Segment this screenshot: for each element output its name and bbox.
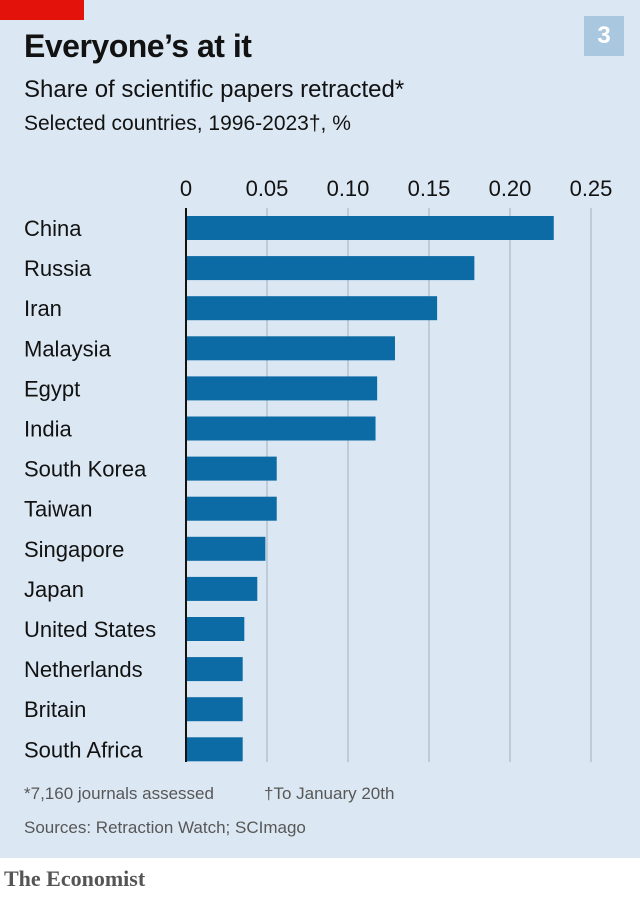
category-label: United States bbox=[24, 617, 156, 642]
category-label: South Africa bbox=[24, 737, 143, 762]
category-label: Taiwan bbox=[24, 497, 92, 522]
category-label: Malaysia bbox=[24, 336, 112, 361]
sources-note: Sources: Retraction Watch; SCImago bbox=[24, 818, 306, 837]
x-tick-label: 0.15 bbox=[408, 176, 451, 201]
category-label: China bbox=[24, 216, 82, 241]
brand-red-tag bbox=[0, 0, 84, 20]
bar-chart: 0 0.05 0.10 0.15 0.20 0.25 China Russia Iran Mala… bbox=[24, 176, 613, 762]
footnote-date: †To January 20th bbox=[264, 784, 395, 803]
category-label: Iran bbox=[24, 296, 62, 321]
chart-subtitle: Share of scientific papers retracted* bbox=[24, 76, 405, 103]
chart-units-subtitle: Selected countries, 1996-2023†, % bbox=[24, 112, 351, 135]
x-tick-label: 0.10 bbox=[327, 176, 370, 201]
economist-logo-text: The Economist bbox=[4, 866, 146, 891]
category-label: Singapore bbox=[24, 537, 124, 562]
bar bbox=[186, 336, 395, 361]
chart-number-badge: 3 bbox=[584, 16, 624, 56]
x-tick-label: 0 bbox=[180, 176, 192, 201]
category-label: Russia bbox=[24, 256, 92, 281]
category-label: South Korea bbox=[24, 457, 147, 482]
footnote-journals: *7,160 journals assessed bbox=[24, 784, 214, 803]
category-label: Japan bbox=[24, 577, 84, 602]
bar bbox=[186, 697, 243, 722]
category-label: Egypt bbox=[24, 376, 80, 401]
bar bbox=[186, 256, 475, 281]
category-label: Britain bbox=[24, 697, 86, 722]
x-tick-label: 0.05 bbox=[246, 176, 289, 201]
chart-title: Everyone’s at it bbox=[24, 28, 252, 64]
bar bbox=[186, 376, 378, 401]
bar bbox=[186, 536, 266, 561]
bar bbox=[186, 737, 243, 762]
bar bbox=[186, 296, 438, 321]
bar bbox=[186, 216, 554, 240]
x-tick-label: 0.20 bbox=[489, 176, 532, 201]
category-label: Netherlands bbox=[24, 657, 143, 682]
x-tick-label: 0.25 bbox=[570, 176, 613, 201]
bar bbox=[186, 617, 245, 641]
category-label: India bbox=[24, 417, 72, 442]
bar bbox=[186, 416, 376, 441]
bar bbox=[186, 496, 277, 521]
bar bbox=[186, 657, 243, 682]
bar bbox=[186, 456, 277, 481]
bar bbox=[186, 576, 258, 601]
